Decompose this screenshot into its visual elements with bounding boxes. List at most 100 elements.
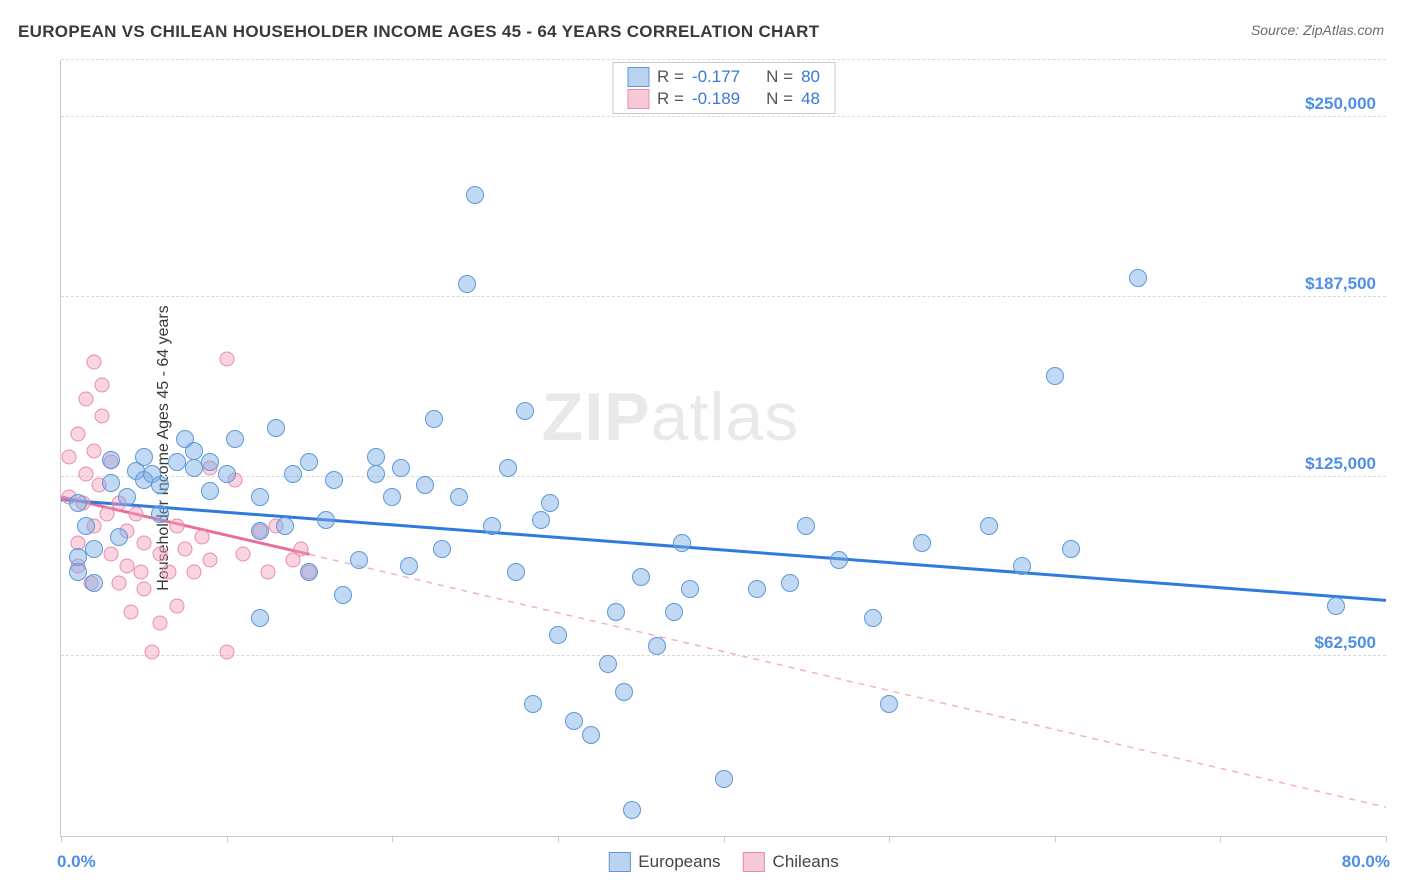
data-point-eu: [524, 695, 542, 713]
r-label: R =: [657, 67, 684, 87]
data-point-eu: [168, 453, 186, 471]
y-tick-label: $62,500: [1315, 633, 1376, 653]
data-point-ch: [78, 466, 93, 481]
data-point-eu: [499, 459, 517, 477]
data-point-eu: [267, 419, 285, 437]
data-point-eu: [367, 465, 385, 483]
data-point-eu: [980, 517, 998, 535]
data-point-eu: [392, 459, 410, 477]
data-point-eu: [334, 586, 352, 604]
data-point-eu: [102, 451, 120, 469]
data-point-ch: [261, 564, 276, 579]
data-point-eu: [1327, 597, 1345, 615]
data-point-ch: [70, 426, 85, 441]
data-point-eu: [665, 603, 683, 621]
data-point-eu: [325, 471, 343, 489]
stats-legend: R = -0.177 N = 80 R = -0.189 N = 48: [612, 62, 835, 114]
data-point-ch: [236, 547, 251, 562]
data-point-eu: [276, 517, 294, 535]
data-point-ch: [219, 645, 234, 660]
gridline: [61, 59, 1386, 60]
data-point-eu: [565, 712, 583, 730]
plot-area: ZIPatlas Householder Income Ages 45 - 64…: [60, 60, 1386, 837]
data-point-eu: [466, 186, 484, 204]
data-point-ch: [87, 443, 102, 458]
data-point-eu: [582, 726, 600, 744]
data-point-eu: [110, 528, 128, 546]
data-point-eu: [218, 465, 236, 483]
data-point-eu: [201, 482, 219, 500]
data-point-eu: [102, 474, 120, 492]
data-point-eu: [623, 801, 641, 819]
data-point-ch: [133, 564, 148, 579]
stats-swatch-chileans: [627, 89, 649, 109]
trendlines-svg: [61, 60, 1386, 836]
legend-label-chileans: Chileans: [773, 852, 839, 872]
r-label: R =: [657, 89, 684, 109]
chart-container: EUROPEAN VS CHILEAN HOUSEHOLDER INCOME A…: [0, 0, 1406, 892]
r-value-2: -0.189: [692, 89, 740, 109]
chart-title: EUROPEAN VS CHILEAN HOUSEHOLDER INCOME A…: [18, 22, 819, 42]
data-point-eu: [284, 465, 302, 483]
data-point-eu: [135, 448, 153, 466]
data-point-eu: [797, 517, 815, 535]
data-point-eu: [69, 494, 87, 512]
data-point-eu: [367, 448, 385, 466]
data-point-eu: [913, 534, 931, 552]
data-point-ch: [169, 518, 184, 533]
data-point-eu: [516, 402, 534, 420]
data-point-eu: [251, 488, 269, 506]
data-point-ch: [153, 616, 168, 631]
x-axis-start-label: 0.0%: [57, 852, 96, 872]
data-point-eu: [450, 488, 468, 506]
gridline: [61, 116, 1386, 117]
data-point-ch: [294, 541, 309, 556]
source-attribution: Source: ZipAtlas.com: [1251, 22, 1384, 38]
data-point-ch: [100, 507, 115, 522]
data-point-eu: [715, 770, 733, 788]
data-point-eu: [532, 511, 550, 529]
n-label: N =: [766, 67, 793, 87]
n-value-2: 48: [801, 89, 820, 109]
x-tick: [558, 836, 559, 842]
data-point-ch: [103, 547, 118, 562]
y-tick-label: $187,500: [1305, 274, 1376, 294]
gridline: [61, 655, 1386, 656]
data-point-eu: [433, 540, 451, 558]
data-point-eu: [549, 626, 567, 644]
data-point-ch: [153, 547, 168, 562]
data-point-ch: [95, 377, 110, 392]
data-point-eu: [607, 603, 625, 621]
watermark-atlas: atlas: [651, 379, 800, 455]
data-point-ch: [62, 449, 77, 464]
x-tick: [1220, 836, 1221, 842]
data-point-eu: [251, 609, 269, 627]
data-point-eu: [77, 517, 95, 535]
data-point-ch: [95, 409, 110, 424]
data-point-eu: [599, 655, 617, 673]
data-point-eu: [300, 453, 318, 471]
x-tick: [889, 836, 890, 842]
data-point-eu: [85, 574, 103, 592]
y-tick-label: $125,000: [1305, 454, 1376, 474]
data-point-ch: [194, 530, 209, 545]
data-point-eu: [1046, 367, 1064, 385]
data-point-ch: [145, 645, 160, 660]
data-point-eu: [383, 488, 401, 506]
series-legend: Europeans Chileans: [608, 852, 838, 872]
stats-swatch-europeans: [627, 67, 649, 87]
data-point-ch: [161, 564, 176, 579]
x-tick: [227, 836, 228, 842]
legend-label-europeans: Europeans: [638, 852, 720, 872]
n-label: N =: [766, 89, 793, 109]
data-point-ch: [123, 604, 138, 619]
data-point-ch: [87, 354, 102, 369]
data-point-ch: [111, 576, 126, 591]
data-point-eu: [615, 683, 633, 701]
data-point-eu: [1062, 540, 1080, 558]
data-point-eu: [118, 488, 136, 506]
data-point-eu: [541, 494, 559, 512]
data-point-eu: [880, 695, 898, 713]
data-point-eu: [151, 476, 169, 494]
data-point-eu: [673, 534, 691, 552]
